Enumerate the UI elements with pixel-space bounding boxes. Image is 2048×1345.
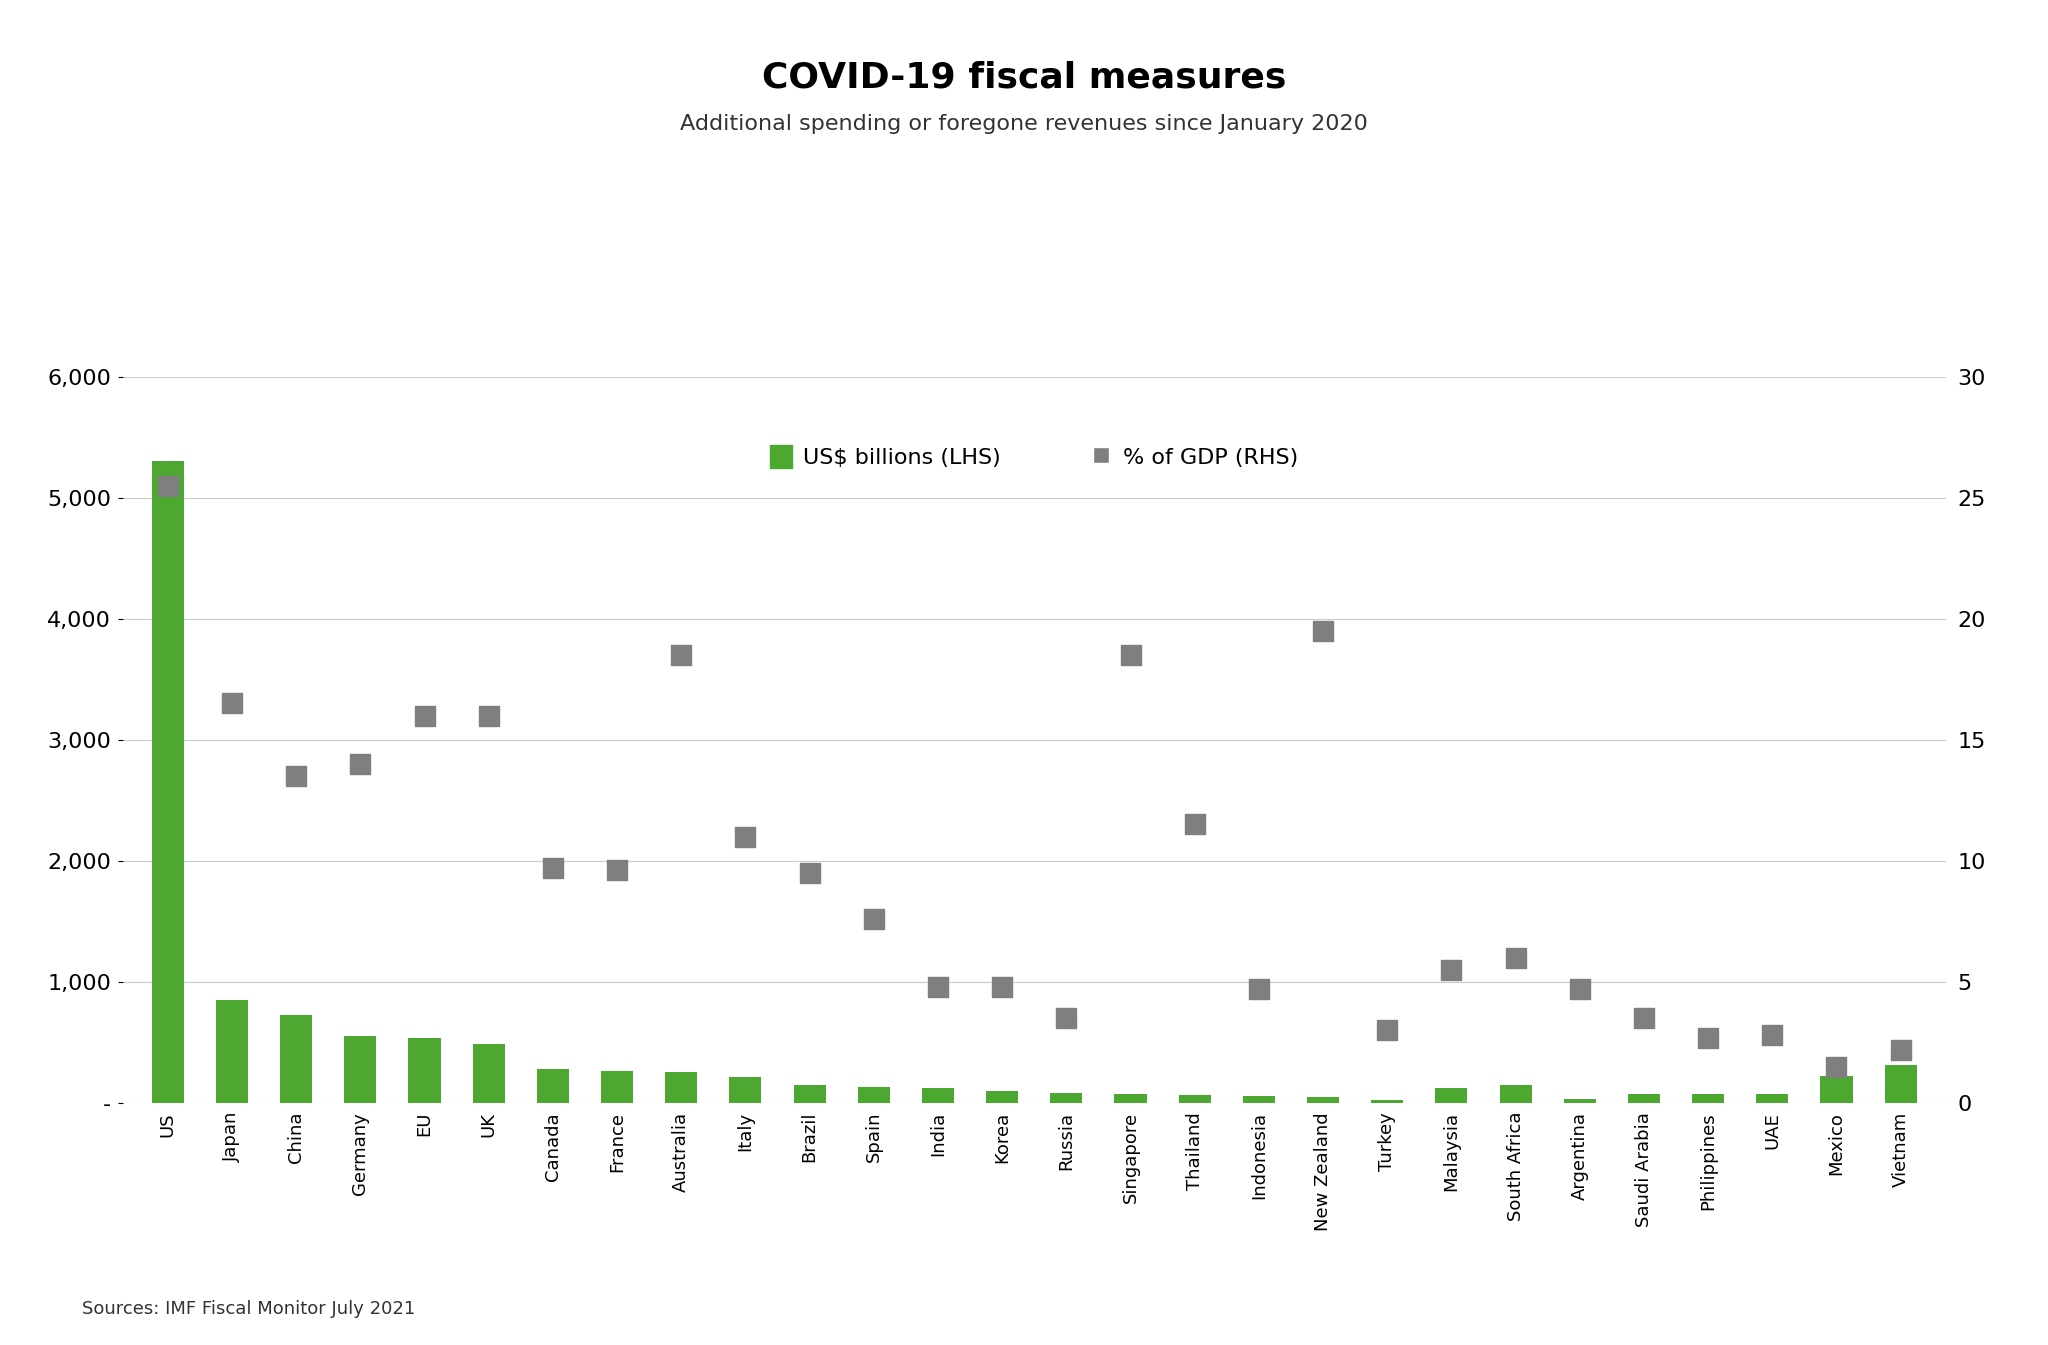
Bar <box>793 1085 825 1103</box>
Bar <box>152 461 184 1103</box>
Text: COVID-19 fiscal measures: COVID-19 fiscal measures <box>762 61 1286 94</box>
Point <box>1692 1026 1724 1048</box>
Point <box>793 862 825 884</box>
Bar <box>1692 1093 1724 1103</box>
Point <box>922 976 954 998</box>
Point <box>666 644 698 666</box>
Bar <box>1757 1095 1788 1103</box>
Text: Sources: IMF Fiscal Monitor July 2021: Sources: IMF Fiscal Monitor July 2021 <box>82 1301 416 1318</box>
Legend: US$ billions (LHS), % of GDP (RHS): US$ billions (LHS), % of GDP (RHS) <box>764 438 1305 475</box>
Point <box>1755 1025 1788 1046</box>
Point <box>729 826 762 847</box>
Point <box>537 857 569 878</box>
Bar <box>1565 1099 1595 1103</box>
Bar <box>281 1014 311 1103</box>
Point <box>344 753 377 775</box>
Bar <box>537 1069 569 1103</box>
Point <box>985 976 1018 998</box>
Bar <box>215 1001 248 1103</box>
Point <box>1114 644 1147 666</box>
Point <box>1563 978 1595 999</box>
Bar <box>1884 1065 1917 1103</box>
Bar <box>858 1087 889 1103</box>
Point <box>1499 947 1532 968</box>
Bar <box>1114 1095 1147 1103</box>
Bar <box>473 1044 504 1103</box>
Point <box>1243 978 1276 999</box>
Point <box>600 859 633 881</box>
Point <box>152 475 184 496</box>
Bar <box>1821 1076 1853 1103</box>
Bar <box>729 1077 762 1103</box>
Bar <box>1307 1098 1339 1103</box>
Point <box>408 705 440 726</box>
Bar <box>1243 1096 1276 1103</box>
Bar <box>922 1088 954 1103</box>
Bar <box>1180 1095 1210 1103</box>
Bar <box>1628 1093 1661 1103</box>
Bar <box>408 1037 440 1103</box>
Point <box>215 693 248 714</box>
Point <box>1821 1056 1853 1077</box>
Point <box>1178 814 1210 835</box>
Point <box>1051 1007 1083 1029</box>
Bar <box>1051 1092 1083 1103</box>
Bar <box>600 1071 633 1103</box>
Point <box>858 908 891 929</box>
Bar <box>666 1072 696 1103</box>
Bar <box>985 1091 1018 1103</box>
Point <box>281 765 313 787</box>
Point <box>1884 1038 1917 1060</box>
Point <box>1307 620 1339 642</box>
Bar <box>344 1037 377 1103</box>
Point <box>473 705 506 726</box>
Bar <box>1436 1088 1468 1103</box>
Text: Additional spending or foregone revenues since January 2020: Additional spending or foregone revenues… <box>680 114 1368 134</box>
Point <box>1628 1007 1661 1029</box>
Bar <box>1499 1085 1532 1103</box>
Point <box>1436 959 1468 981</box>
Point <box>1370 1020 1403 1041</box>
Bar <box>1372 1100 1403 1103</box>
